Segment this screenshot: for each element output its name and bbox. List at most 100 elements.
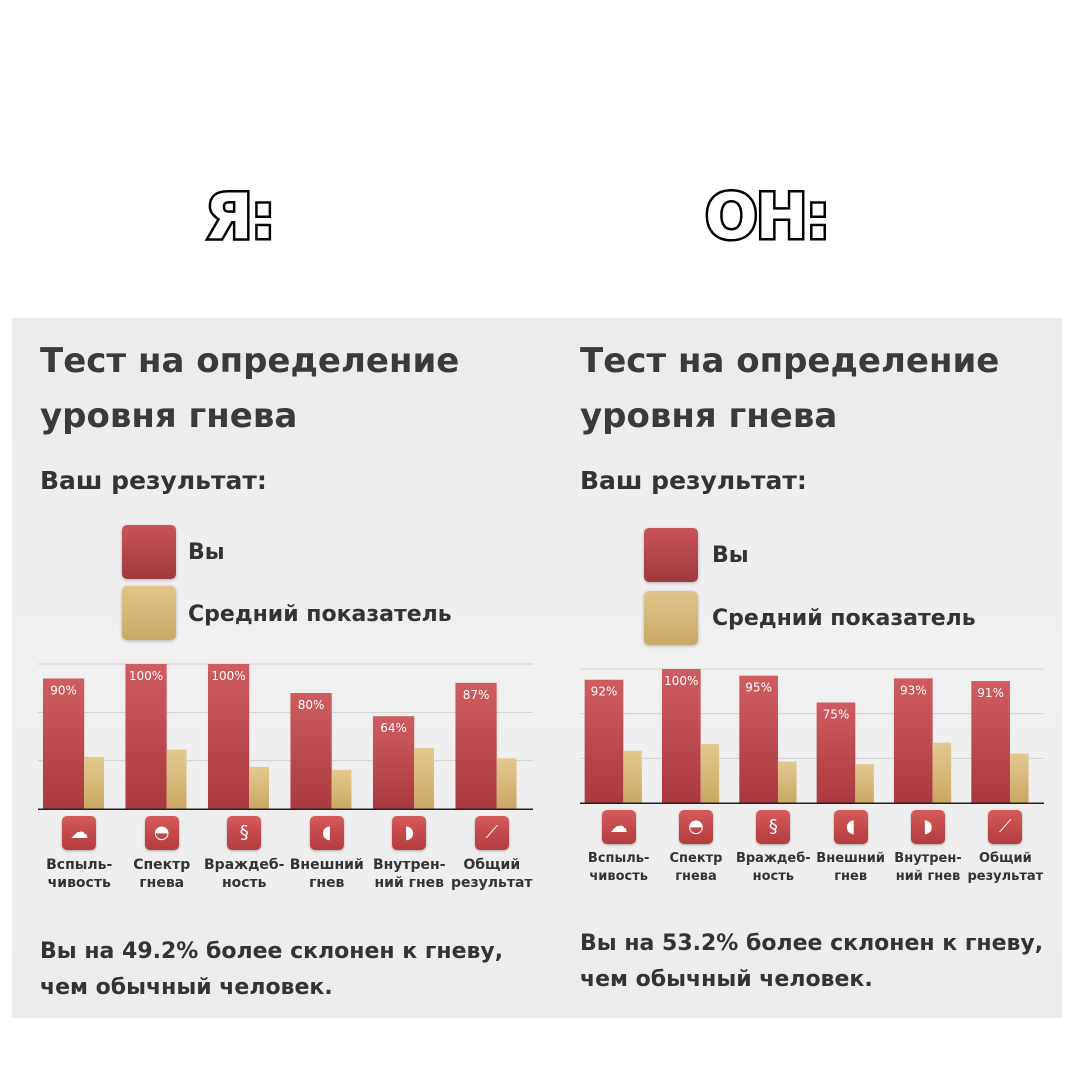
category-label-line: Вспыль-	[587, 851, 650, 866]
category-label: Общий результат	[450, 856, 534, 892]
bar-data-label: 95%	[745, 681, 772, 695]
legend-swatch-average	[644, 591, 698, 645]
bar-average	[496, 758, 517, 809]
category-label-line: Спектр	[133, 857, 191, 873]
bar-data-label: 87%	[463, 688, 490, 702]
bar-you	[971, 681, 1010, 803]
category-label-line: ность	[752, 869, 795, 884]
gauge-icon: ◓	[679, 810, 713, 844]
category-label-line: Вспыль-	[46, 857, 113, 873]
category-label: Спектр гнева	[654, 850, 738, 886]
category-label-line: Спектр	[669, 851, 723, 866]
bar-data-label: 91%	[977, 686, 1004, 700]
legend-label-you: Вы	[712, 543, 749, 568]
result-subtitle: Ваш результат:	[40, 466, 267, 495]
category-label: Внутрен-ний гнев	[367, 856, 451, 892]
category-label: Враждеб-ность	[202, 856, 286, 892]
category-label-line: чивость	[47, 875, 111, 891]
chart-svg: 90% 100% 100% 80% 64% 87%	[38, 663, 533, 810]
bar-you	[893, 678, 933, 803]
bar-average	[700, 744, 720, 803]
category-label-line: гнева	[139, 875, 185, 891]
head-inward-icon: ◗	[392, 816, 427, 850]
header-me: Я:	[203, 178, 279, 256]
category-label-line: ность	[221, 875, 267, 891]
bar-data-label: 92%	[591, 685, 618, 699]
bar-average	[623, 750, 642, 803]
header-him: ОН:	[702, 178, 832, 256]
category-label-line: результат	[450, 875, 533, 891]
bar-you	[42, 678, 85, 809]
bar-data-label: 64%	[380, 721, 407, 735]
gauge-icon: ◓	[144, 816, 179, 850]
bar-you	[584, 679, 624, 803]
anger-bar-chart: 90% 100% 100% 80% 64% 87%	[38, 663, 533, 810]
category-label: Вспыль-чивость	[37, 856, 121, 892]
category-label: Враждеб-ность	[731, 850, 815, 886]
category-label-line: ний гнев	[374, 875, 444, 891]
bar-you	[816, 702, 856, 803]
dragon-icon: §	[227, 816, 262, 850]
bar-you	[125, 664, 167, 809]
category-label: Спектр гнева	[120, 856, 204, 892]
legend-label-you: Вы	[188, 540, 225, 565]
bar-data-label: 75%	[823, 708, 850, 722]
bar-average	[1009, 753, 1029, 803]
storm-icon: ☁	[62, 816, 97, 850]
bar-you	[661, 669, 701, 803]
bar-data-label: 100%	[129, 669, 163, 683]
category-label-line: Внутрен-	[372, 857, 446, 873]
bar-data-label: 80%	[298, 698, 325, 712]
comparison-card: Тест на определение уровня гнева Ваш рез…	[12, 318, 1062, 1018]
bar-average	[331, 769, 352, 809]
chart-svg: 92% 100% 95% 75% 93% 91%	[580, 668, 1044, 804]
legend-swatch-you	[644, 528, 698, 582]
legend-label-average: Средний показатель	[188, 602, 452, 627]
bar-you	[207, 664, 250, 809]
conclusion-text: Вы на 49.2% более склонен к гневу, чем о…	[40, 939, 504, 1000]
bar-average	[166, 749, 187, 809]
category-label-line: Враждеб-	[204, 857, 285, 873]
legend-swatch-you	[122, 525, 176, 579]
bar-average	[414, 748, 434, 809]
bar-you	[372, 716, 415, 809]
category-label: Внешний гнев	[285, 856, 369, 892]
category-label: Внешний гнев	[809, 850, 893, 886]
legend-swatch-average	[122, 586, 176, 640]
category-label-line: Внешний	[289, 857, 364, 873]
chart-line-icon: ⟋	[988, 810, 1023, 844]
bar-average	[84, 756, 104, 809]
bar-you	[455, 682, 497, 809]
category-label-line: Внутрен-	[894, 851, 962, 866]
conclusion-text: Вы на 53.2% более склонен к гневу, чем о…	[580, 931, 1044, 992]
head-outward-icon: ◖	[833, 810, 868, 844]
category-label-line: гнев	[309, 875, 345, 891]
category-label-line: гнев	[834, 869, 868, 884]
category-label-line: чивость	[589, 869, 648, 884]
category-label: Вспыль-чивость	[577, 850, 661, 886]
page-title: Тест на определение уровня гнева	[580, 341, 1000, 436]
legend-label-average: Средний показатель	[712, 606, 976, 631]
category-label: Внутрен-ний гнев	[886, 850, 970, 886]
category-label-line: Внешний	[816, 851, 886, 866]
category-label-line: результат	[967, 869, 1044, 884]
head-outward-icon: ◖	[309, 816, 344, 850]
page-title: Тест на определение уровня гнева	[40, 341, 460, 436]
result-subtitle: Ваш результат:	[580, 466, 807, 495]
category-label-line: Общий	[978, 851, 1032, 866]
category-label: Общий результат	[963, 850, 1047, 886]
category-label-line: ний гнев	[895, 869, 961, 884]
bar-average	[777, 761, 797, 803]
bar-you	[739, 675, 778, 803]
bar-you	[290, 693, 332, 809]
bar-data-label: 90%	[50, 684, 77, 698]
chart-line-icon: ⟋	[474, 816, 509, 850]
bar-average	[932, 742, 952, 803]
bar-data-label: 93%	[900, 683, 927, 697]
category-label-line: Общий	[463, 857, 521, 873]
bar-data-label: 100%	[211, 669, 245, 683]
storm-icon: ☁	[601, 810, 636, 844]
head-inward-icon: ◗	[911, 810, 945, 844]
dragon-icon: §	[756, 810, 791, 844]
anger-bar-chart: 92% 100% 95% 75% 93% 91%	[580, 668, 1044, 804]
